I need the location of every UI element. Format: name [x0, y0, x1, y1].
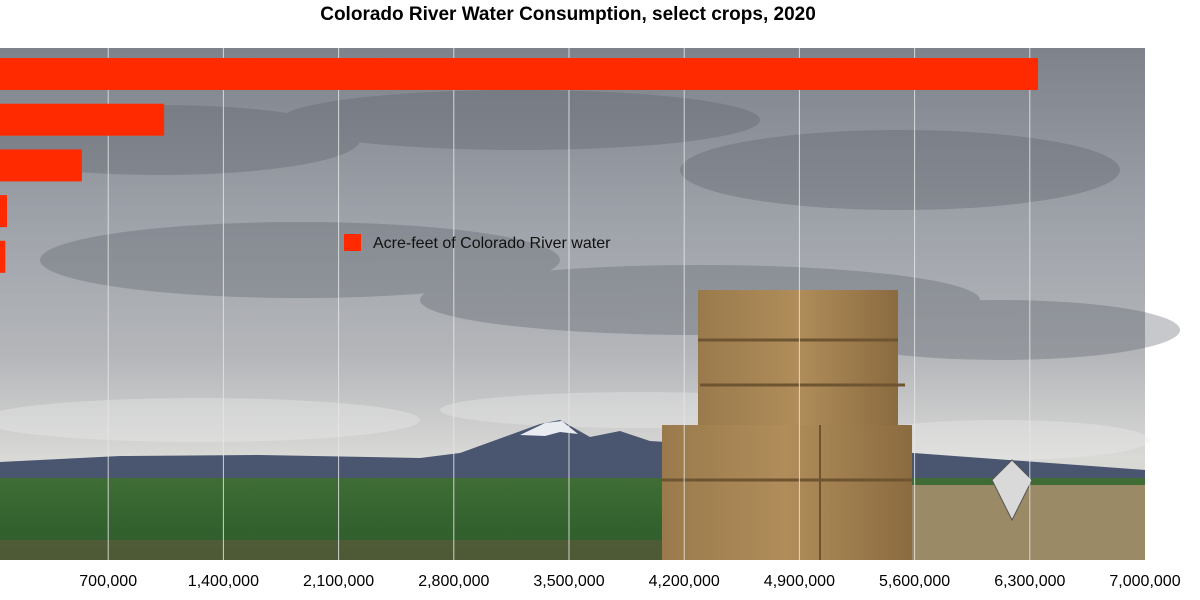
gridlines	[107, 48, 1031, 560]
legend-label: Acre-feet of Colorado River water	[373, 235, 611, 252]
bar	[0, 240, 6, 273]
chart-title: Colorado River Water Consumption, select…	[320, 4, 816, 25]
x-tick-label: 2,100,000	[303, 573, 374, 590]
bars	[0, 58, 1039, 273]
legend: Acre-feet of Colorado River water	[344, 234, 611, 252]
x-tick-label: 700,000	[79, 573, 137, 590]
x-axis-tick-labels: 700,000 1,400,000 2,100,000 2,800,000 3,500,…	[79, 573, 1180, 590]
x-tick-label: 3,500,000	[533, 573, 604, 590]
legend-swatch	[344, 234, 361, 251]
bar	[0, 195, 7, 228]
x-tick-label: 2,800,000	[418, 573, 489, 590]
x-tick-label: 4,200,000	[649, 573, 720, 590]
x-tick-label: 4,900,000	[764, 573, 835, 590]
bar	[0, 103, 165, 136]
hay-bales	[662, 290, 912, 560]
x-tick-label: 5,600,000	[879, 573, 950, 590]
x-tick-label: 6,300,000	[994, 573, 1065, 590]
x-tick-label: 1,400,000	[188, 573, 259, 590]
bar	[0, 58, 1039, 90]
background-photo	[0, 48, 1180, 560]
x-tick-label: 7,000,000	[1109, 573, 1180, 590]
bar	[0, 149, 82, 182]
